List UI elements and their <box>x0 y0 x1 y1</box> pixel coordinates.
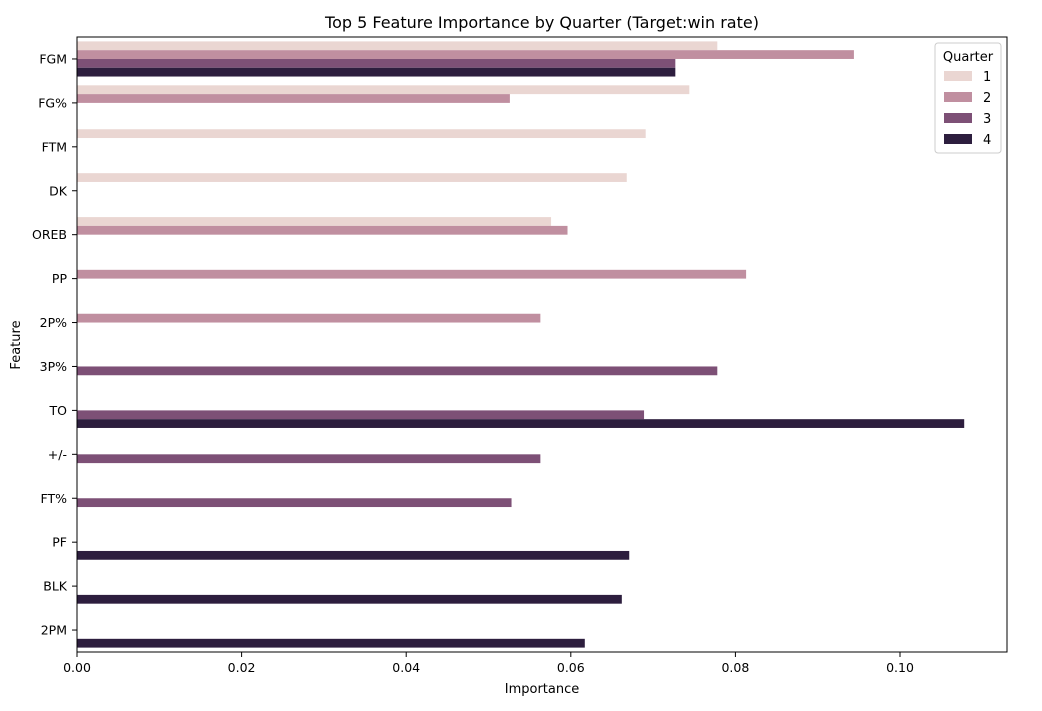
bars-group <box>77 41 965 648</box>
y-axis: FGM FG% FTM DK OREB PP 2P% 3P% TO +/- FT% PF BLK 2PM <box>32 51 77 638</box>
x-tick-label: 0.10 <box>886 660 914 675</box>
y-tick-label: FGM <box>39 51 67 66</box>
bar-q3-fgm <box>77 58 676 68</box>
bar-q2-fg- <box>77 94 510 103</box>
legend-title: Quarter <box>943 50 994 65</box>
bar-q1-fgm <box>77 41 718 51</box>
bar-q1-fg- <box>77 85 690 95</box>
y-tick-label: 2PM <box>41 623 67 638</box>
bar-q2-2p- <box>77 313 541 323</box>
bar-q3-to <box>77 410 645 420</box>
y-tick-label: 3P% <box>40 359 67 374</box>
y-tick-label: PP <box>52 271 68 286</box>
bar-q3-- <box>77 454 541 464</box>
y-tick-label: FT% <box>41 491 68 506</box>
bar-q3-ft- <box>77 498 512 508</box>
y-tick-label: FG% <box>38 95 67 110</box>
y-tick-label: DK <box>49 183 68 198</box>
legend-swatch-q3 <box>944 113 972 123</box>
legend: Quarter 1 2 3 4 <box>934 42 1002 154</box>
x-tick-label: 0.02 <box>228 660 256 675</box>
legend-swatch-q2 <box>944 92 972 102</box>
y-tick-label: PF <box>52 535 67 550</box>
bar-q4-to <box>77 419 965 428</box>
plot-frame <box>76 36 1008 653</box>
bar-q3-3p- <box>77 366 718 376</box>
bar-q4-pf <box>77 550 630 560</box>
legend-label-q3: 3 <box>983 112 991 127</box>
y-tick-label: FTM <box>42 139 67 154</box>
bar-q1-dk <box>77 173 627 182</box>
x-tick-label: 0.06 <box>557 660 585 675</box>
x-tick-label: 0.00 <box>63 660 91 675</box>
bar-q4-fgm <box>77 67 676 77</box>
legend-label-q1: 1 <box>983 70 991 85</box>
legend-label-q2: 2 <box>983 91 991 106</box>
x-axis: 0.00 0.02 0.04 0.06 0.08 0.10 <box>63 652 914 675</box>
chart-title: Top 5 Feature Importance by Quarter (Tar… <box>324 13 759 32</box>
y-axis-label: Feature <box>9 320 24 369</box>
y-tick-label: BLK <box>43 579 68 594</box>
bar-q4-2pm <box>77 638 585 648</box>
bar-q1-oreb <box>77 217 552 226</box>
x-tick-label: 0.04 <box>392 660 420 675</box>
legend-swatch-q1 <box>944 71 972 81</box>
bar-q2-fgm <box>77 50 854 59</box>
bar-q4-blk <box>77 594 622 604</box>
y-tick-label: OREB <box>32 227 67 242</box>
bar-q1-ftm <box>77 129 646 139</box>
y-tick-label: +/- <box>48 447 67 462</box>
y-tick-label: TO <box>49 403 68 418</box>
legend-swatch-q4 <box>944 134 972 144</box>
bar-q2-pp <box>77 269 747 279</box>
y-tick-label: 2P% <box>40 315 67 330</box>
x-axis-label: Importance <box>505 682 580 697</box>
legend-label-q4: 4 <box>983 133 991 148</box>
bar-q2-oreb <box>77 225 568 235</box>
x-tick-label: 0.08 <box>721 660 749 675</box>
